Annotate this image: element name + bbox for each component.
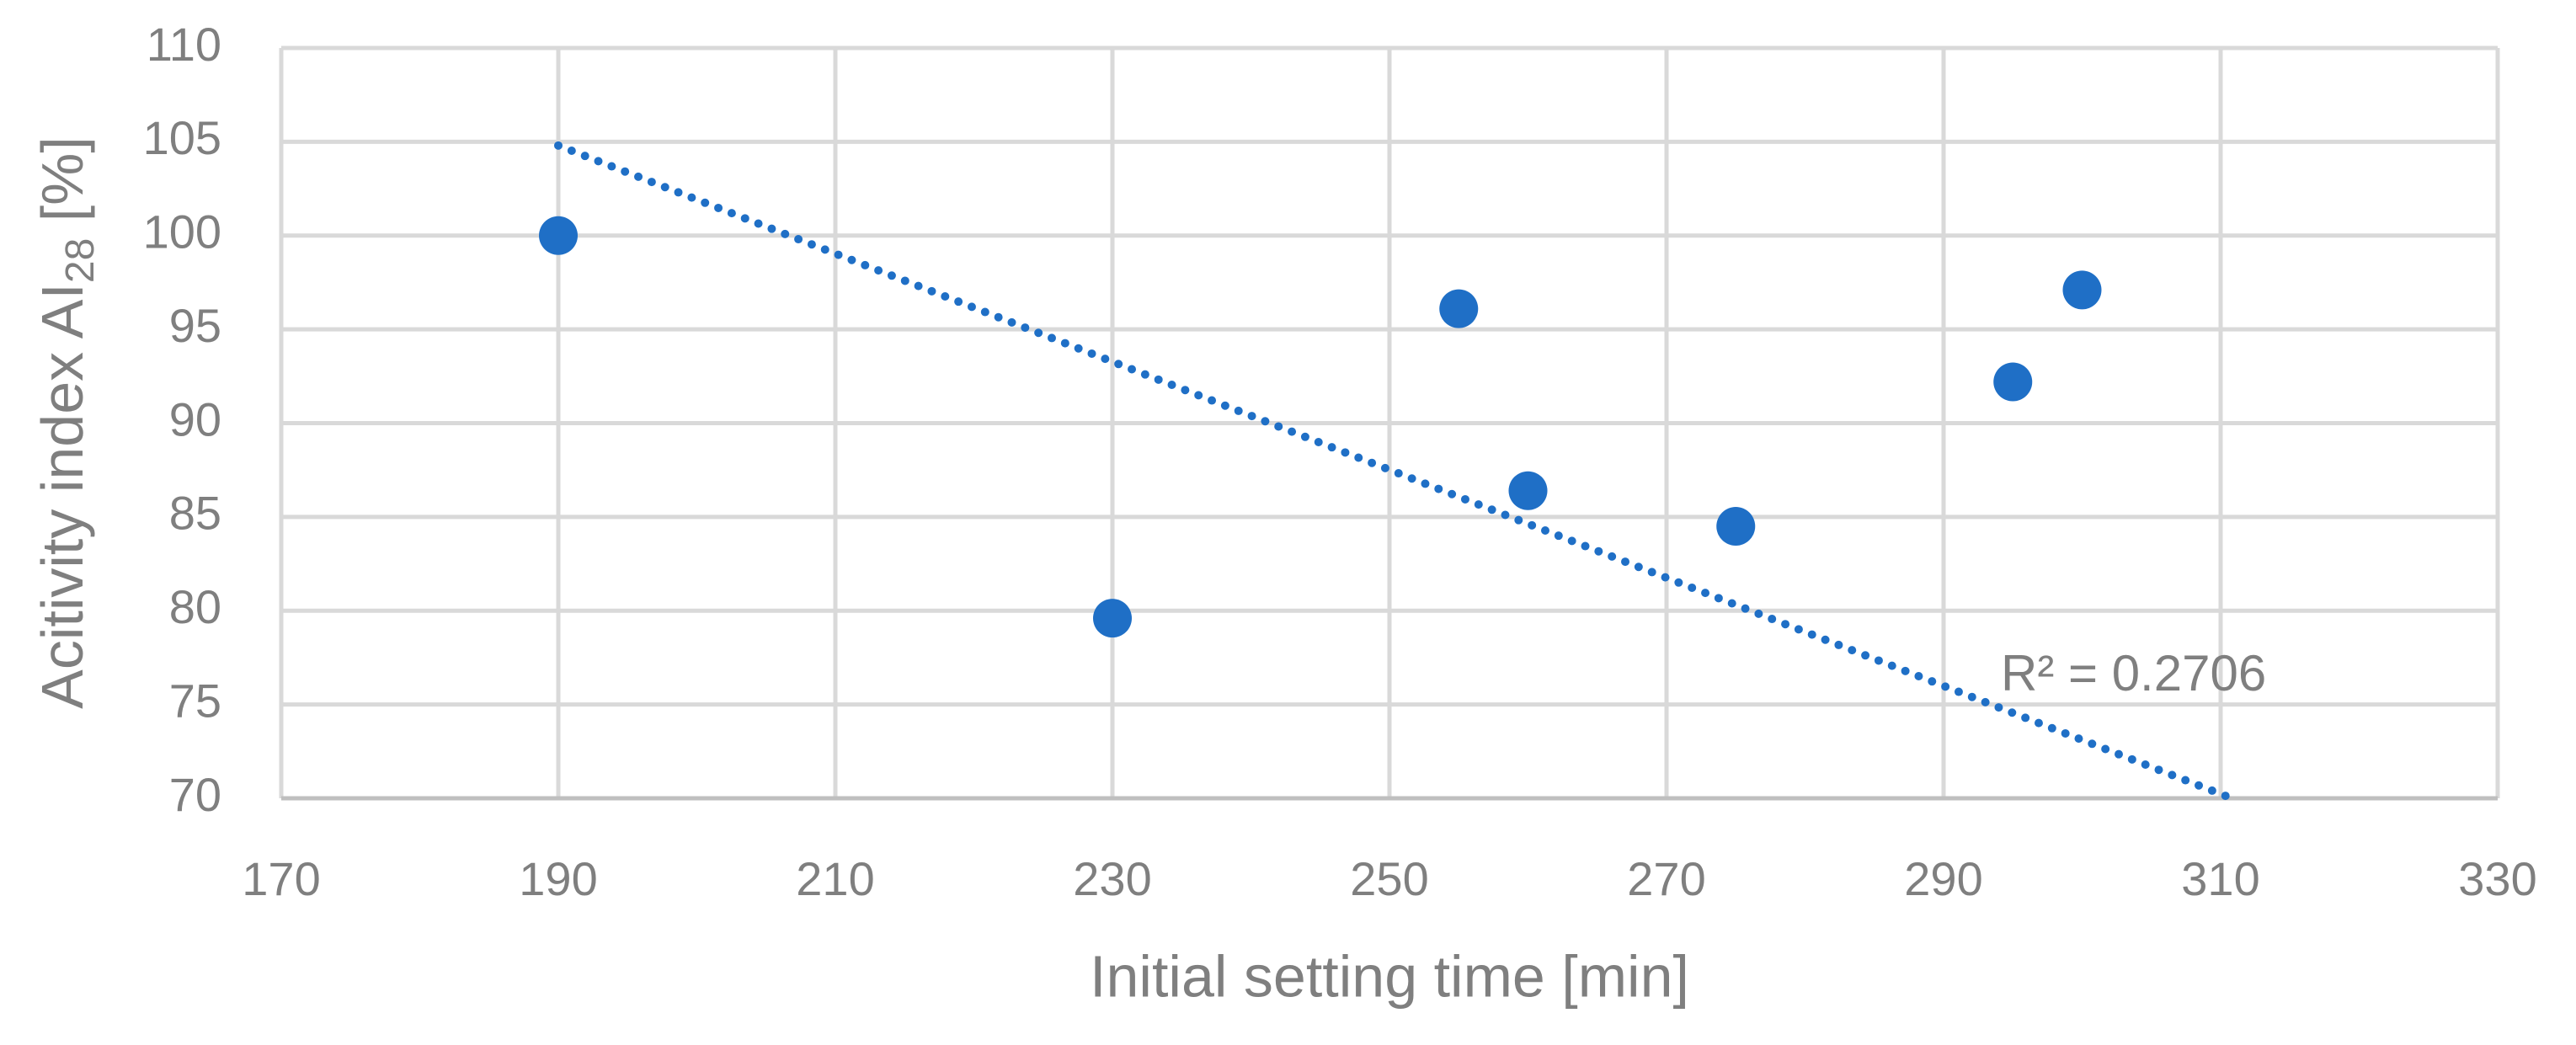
y-tick-label: 100 [143,205,221,259]
y-tick-label: 90 [169,392,221,445]
y-tick-label: 75 [169,674,221,727]
point [1093,599,1132,638]
x-tick-label: 290 [1904,852,1982,905]
y-axis-label-main: Acitivity index AI [29,283,95,709]
r-squared: R² = 0.2706 [2001,645,2266,701]
x-tick-label: 210 [796,852,874,905]
point [1439,289,1479,328]
trendline [554,141,2237,802]
y-tick-label: 85 [169,487,221,540]
point [1508,471,1548,510]
y-axis-label-end: [%] [29,136,95,238]
x-tick-label: 330 [2458,852,2536,905]
x-tick-label: 190 [519,852,597,905]
y-tick-label: 95 [169,299,221,352]
x-tick-label: 170 [242,852,320,905]
y-axis-label: Acitivity index AI28 [%] [29,136,102,709]
point [1716,507,1756,546]
x-tick-label: 230 [1073,852,1151,905]
y-tick-label: 110 [147,18,221,71]
y-axis-label-sub: 28 [58,238,103,283]
point [1993,362,2033,402]
y-tick-label: 105 [143,111,221,164]
y-tick-label: 80 [169,580,221,633]
x-tick-label: 250 [1350,852,1428,905]
x-axis-label: Initial setting time [min] [1090,943,1689,1009]
x-tick-label: 310 [2181,852,2259,905]
x-tick-label: 270 [1627,852,1705,905]
point [539,216,578,255]
point [2062,270,2102,310]
y-tick-label: 70 [169,768,221,821]
